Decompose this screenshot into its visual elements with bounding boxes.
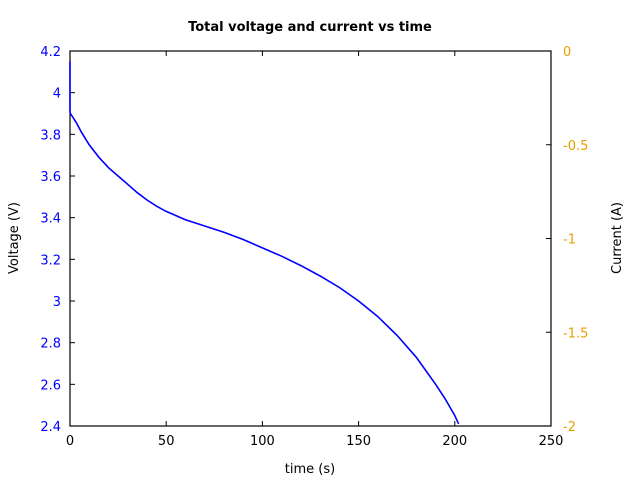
x-axis: 0 50 100 150 200 250: [66, 51, 564, 449]
y-axis-label: Voltage (V): [7, 202, 22, 274]
x-tick-label: 200: [442, 434, 467, 449]
y-tick-label: 3.2: [40, 253, 61, 268]
y2-tick-label: -0.5: [563, 139, 588, 154]
y-tick-label: 2.4: [40, 420, 61, 435]
y2-tick-label: -1.5: [563, 326, 588, 341]
plot-frame: [69, 50, 552, 427]
y-tick-label: 3.8: [40, 128, 61, 143]
y2-axis-label: Current (A): [610, 202, 625, 274]
y2-tick-label: -2: [563, 420, 576, 435]
x-axis-label: time (s): [285, 462, 335, 477]
y-tick-label: 2.6: [40, 378, 61, 393]
x-tick-label: 100: [250, 434, 275, 449]
x-tick-label: 250: [539, 434, 564, 449]
y2-tick-label: 0: [563, 45, 571, 60]
x-tick-label: 150: [346, 434, 371, 449]
voltage-series-line: [69, 61, 460, 425]
y-tick-label: 2.8: [40, 337, 61, 352]
y-tick-label: 3.4: [40, 212, 61, 227]
y-axis-left: 2.4 2.6 2.8 3 3.2 3.4 3.6 3.8 4 4.2: [40, 45, 75, 435]
y-axis-right: -2 -1.5 -1 -0.5 0: [546, 45, 588, 435]
chart-title: Total voltage and current vs time: [188, 20, 432, 35]
y-tick-label: 4: [53, 87, 61, 102]
y-tick-label: 3.6: [40, 170, 61, 185]
y2-tick-label: -1: [563, 233, 576, 248]
y-tick-label: 4.2: [40, 45, 61, 60]
x-tick-label: 50: [158, 434, 175, 449]
y-tick-label: 3: [53, 295, 61, 310]
x-tick-label: 0: [66, 434, 74, 449]
